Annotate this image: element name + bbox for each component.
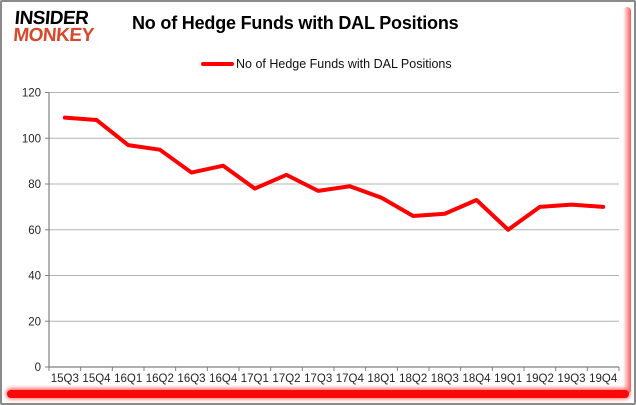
y-tick-label: 100 <box>22 133 41 145</box>
series-line <box>62 115 606 232</box>
bottom-edge-glow <box>7 390 629 398</box>
x-tick-label: 17Q4 <box>336 373 365 385</box>
x-tick-label: 19Q2 <box>526 373 554 385</box>
y-tick-label: 20 <box>28 316 41 328</box>
x-tick-label: 16Q1 <box>114 373 142 385</box>
x-tick-label: 17Q1 <box>241 373 269 385</box>
x-tick-label: 19Q3 <box>557 373 585 385</box>
x-tick-label: 18Q4 <box>462 373 491 385</box>
y-tick-label: 120 <box>22 88 41 100</box>
x-tick-label: 19Q4 <box>589 373 618 385</box>
x-tick-label: 16Q3 <box>177 373 205 385</box>
legend-line-swatch <box>201 62 234 66</box>
y-tick-label: 60 <box>28 225 41 237</box>
x-tick-label: 17Q3 <box>304 373 332 385</box>
x-tick-label: 15Q3 <box>51 373 79 385</box>
x-tick-label: 18Q1 <box>367 373 395 385</box>
x-tick-label: 16Q2 <box>146 373 174 385</box>
x-tick-label: 17Q2 <box>272 373 300 385</box>
y-tick-label: 0 <box>35 362 41 374</box>
chart-title: No of Hedge Funds with DAL Positions <box>132 13 459 33</box>
x-tick-label: 18Q2 <box>399 373 427 385</box>
x-tick-label: 19Q1 <box>494 373 522 385</box>
x-tick-label: 15Q4 <box>82 373 111 385</box>
legend: No of Hedge Funds with DAL Positions <box>201 57 452 71</box>
legend-label: No of Hedge Funds with DAL Positions <box>236 57 452 71</box>
x-tick-label: 16Q4 <box>209 373 238 385</box>
y-tick-label: 80 <box>28 179 41 191</box>
x-tick-label: 18Q3 <box>431 373 459 385</box>
y-tick-label: 40 <box>28 271 41 283</box>
right-edge-glow <box>623 7 631 394</box>
